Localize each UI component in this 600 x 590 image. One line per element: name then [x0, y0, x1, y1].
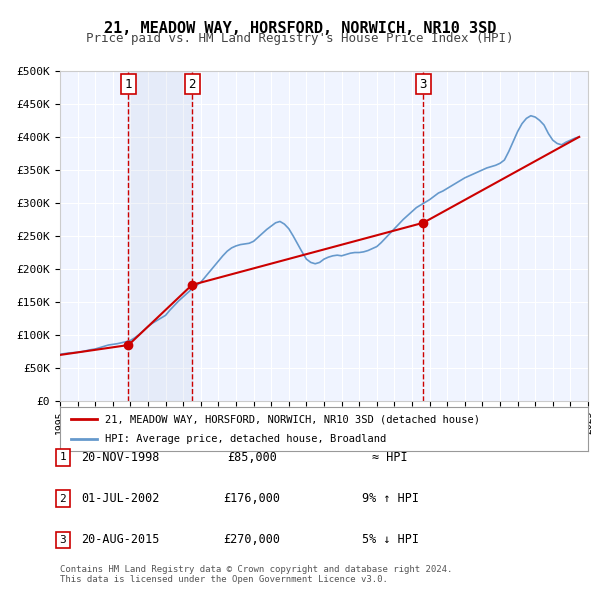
Text: 20-NOV-1998: 20-NOV-1998 [81, 451, 159, 464]
Text: 2: 2 [59, 494, 67, 503]
Text: 1: 1 [59, 453, 67, 462]
Text: Price paid vs. HM Land Registry's House Price Index (HPI): Price paid vs. HM Land Registry's House … [86, 32, 514, 45]
Bar [128, 71, 192, 401]
Text: 20-AUG-2015: 20-AUG-2015 [81, 533, 159, 546]
Text: 1: 1 [125, 77, 132, 90]
Text: 21, MEADOW WAY, HORSFORD, NORWICH, NR10 3SD: 21, MEADOW WAY, HORSFORD, NORWICH, NR10 … [104, 21, 496, 35]
Text: 3: 3 [59, 535, 67, 545]
Text: 3: 3 [419, 77, 427, 90]
Text: £270,000: £270,000 [223, 533, 281, 546]
Text: 21, MEADOW WAY, HORSFORD, NORWICH, NR10 3SD (detached house): 21, MEADOW WAY, HORSFORD, NORWICH, NR10 … [105, 415, 480, 424]
Text: £85,000: £85,000 [227, 451, 277, 464]
Text: 5% ↓ HPI: 5% ↓ HPI [361, 533, 419, 546]
Text: Contains HM Land Registry data © Crown copyright and database right 2024.
This d: Contains HM Land Registry data © Crown c… [60, 565, 452, 584]
Text: 01-JUL-2002: 01-JUL-2002 [81, 492, 159, 505]
Text: £176,000: £176,000 [223, 492, 281, 505]
Text: 2: 2 [188, 77, 196, 90]
Text: 9% ↑ HPI: 9% ↑ HPI [361, 492, 419, 505]
Text: ≈ HPI: ≈ HPI [372, 451, 408, 464]
Text: HPI: Average price, detached house, Broadland: HPI: Average price, detached house, Broa… [105, 434, 386, 444]
